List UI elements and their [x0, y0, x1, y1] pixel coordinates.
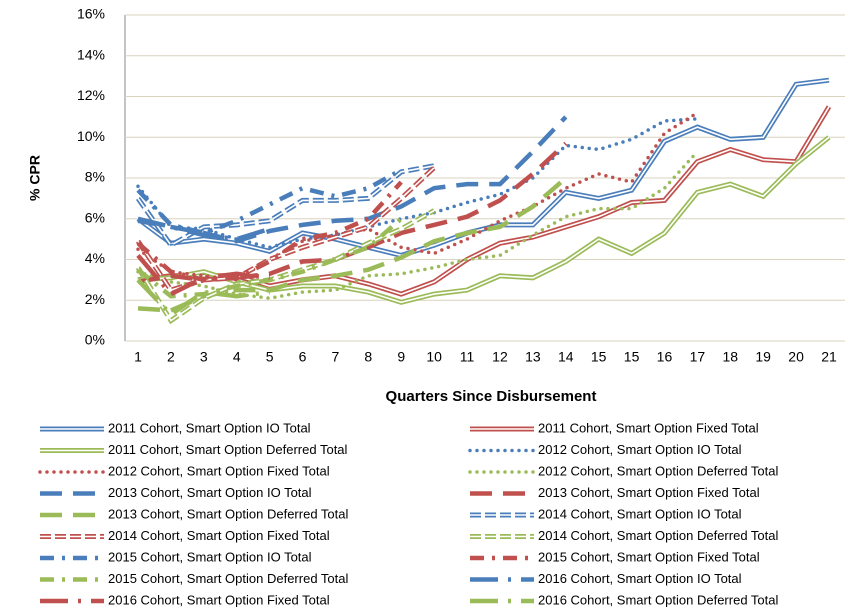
x-tick-label: 20: [788, 349, 804, 365]
legend-label: 2016 Cohort, Smart Option Deferred Total: [538, 592, 778, 607]
series-line: [136, 117, 700, 250]
x-tick-label: 17: [690, 349, 706, 365]
x-tick-label: 14: [558, 349, 574, 365]
legend-label: 2013 Cohort, Smart Option IO Total: [108, 485, 312, 500]
legend-label: 2016 Cohort, Smart Option IO Total: [538, 571, 742, 586]
series-line-inner: [137, 165, 435, 247]
series-line: [137, 141, 568, 285]
x-tick-label: 15: [624, 349, 640, 365]
y-tick-label: 8%: [85, 169, 105, 185]
x-tick-label: 18: [722, 349, 738, 365]
x-tick-label: 19: [755, 349, 771, 365]
x-tick-label: 13: [525, 349, 541, 365]
legend-label: 2012 Cohort, Smart Option IO Total: [538, 442, 742, 457]
y-axis-label: % CPR: [27, 155, 43, 201]
x-tick-label: 16: [657, 349, 673, 365]
series-line: [136, 149, 700, 300]
x-tick-label: 6: [299, 349, 307, 365]
x-tick-label: 7: [332, 349, 340, 365]
legend-label: 2013 Cohort, Smart Option Fixed Total: [538, 485, 760, 500]
x-tick-label: 11: [460, 349, 475, 365]
legend-label: 2013 Cohort, Smart Option Deferred Total: [108, 506, 348, 521]
x-tick-label: 21: [821, 349, 837, 365]
x-tick-label: 4: [233, 349, 241, 365]
x-tick-label: 3: [200, 349, 208, 365]
legend-label: 2011 Cohort, Smart Option Deferred Total: [108, 442, 348, 457]
legend-label: 2014 Cohort, Smart Option IO Total: [538, 506, 742, 521]
legend-label: 2015 Cohort, Smart Option Deferred Total: [108, 571, 348, 586]
y-tick-label: 16%: [77, 6, 105, 22]
legend-label: 2014 Cohort, Smart Option Deferred Total: [538, 528, 778, 543]
x-tick-label: 9: [397, 349, 405, 365]
legend-label: 2015 Cohort, Smart Option IO Total: [108, 549, 312, 564]
y-tick-label: 14%: [77, 46, 105, 62]
series-line: [136, 167, 403, 236]
legend-label: 2014 Cohort, Smart Option Fixed Total: [108, 528, 330, 543]
x-tick-label: 8: [364, 349, 372, 365]
legend-label: 2012 Cohort, Smart Option Deferred Total: [538, 463, 778, 478]
legend-label: 2011 Cohort, Smart Option Fixed Total: [538, 420, 759, 435]
y-tick-label: 2%: [85, 291, 105, 307]
x-tick-label: 1: [134, 349, 142, 365]
x-tick-label: 2: [167, 349, 175, 365]
legend-label: 2015 Cohort, Smart Option Fixed Total: [538, 549, 760, 564]
x-tick-label: 12: [492, 349, 508, 365]
y-tick-label: 10%: [77, 128, 105, 144]
series-line-inner: [137, 209, 435, 322]
x-tick-label: 15: [591, 349, 607, 365]
y-tick-label: 6%: [85, 209, 105, 225]
legend-label: 2012 Cohort, Smart Option Fixed Total: [108, 463, 330, 478]
legend-label: 2016 Cohort, Smart Option Fixed Total: [108, 592, 330, 607]
y-tick-label: 4%: [85, 250, 105, 266]
y-tick-label: 12%: [77, 87, 105, 103]
series-line: [136, 180, 403, 283]
x-axis-label: Quarters Since Disbursement: [386, 388, 597, 405]
series-line: [136, 217, 403, 299]
series-line: [137, 216, 271, 242]
series-line-inner: [137, 79, 830, 257]
legend-label: 2011 Cohort, Smart Option IO Total: [108, 420, 311, 435]
x-tick-label: 10: [426, 349, 442, 365]
series-line-inner: [137, 136, 830, 304]
x-tick-label: 5: [266, 349, 274, 365]
y-tick-label: 0%: [85, 332, 105, 348]
